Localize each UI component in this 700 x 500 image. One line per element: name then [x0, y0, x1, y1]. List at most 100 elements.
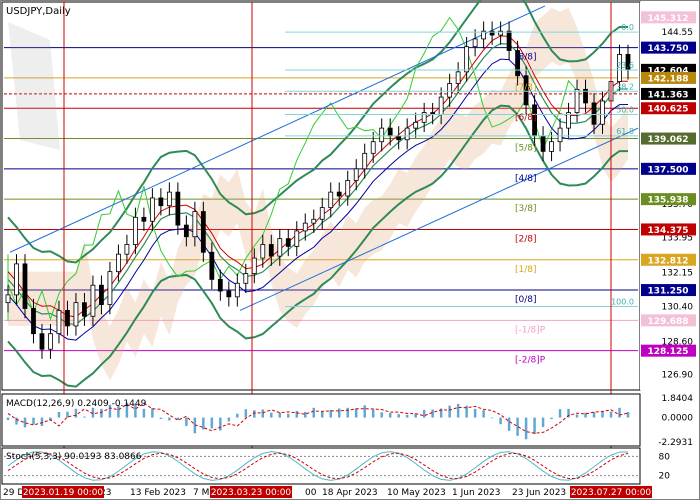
murrey-label-3: [5/8] — [515, 144, 537, 154]
price-tick-4: 133.95 — [662, 234, 694, 244]
candle-body-15 — [132, 216, 138, 245]
macd-tick-2: -2.2931 — [658, 438, 693, 448]
murrey-levels-group — [4, 47, 638, 352]
price-tag-bg-0 — [641, 11, 696, 24]
price-tag-5: 140.625 — [648, 105, 689, 115]
price-tag-bg-1 — [641, 41, 696, 54]
price-tag-11: 131.250 — [648, 287, 689, 297]
murrey-label-2: [6/8] — [515, 113, 537, 123]
candle-body-1 — [14, 263, 19, 296]
candle-body-8 — [73, 302, 79, 327]
macd-axis: 1.8404 0.0000 -2.2931 — [658, 394, 693, 448]
cloud-area-grey — [8, 22, 60, 150]
macd-signal-line — [7, 402, 629, 434]
price-tag-8: 135.938 — [648, 196, 689, 206]
candle-body-28 — [243, 273, 249, 284]
time-partial-0: 23 — [100, 488, 111, 498]
candle-body-26 — [226, 290, 232, 298]
candle-body-59 — [506, 30, 512, 51]
price-tick-7: 128.60 — [662, 337, 694, 347]
price-tag-bg-10 — [641, 253, 696, 266]
fibo-levels-group: 0.0 23.6 38.2 50.0 61.8 100.0 — [285, 23, 638, 308]
candle-body-48 — [413, 121, 419, 129]
price-tag-bg-4 — [641, 87, 696, 100]
macd-tick-1: 0.0000 — [662, 414, 694, 424]
price-tag-4: 141.363 — [648, 90, 689, 100]
candle-body-40 — [345, 180, 351, 197]
candle-body-2 — [22, 263, 28, 309]
price-axis[interactable]: 144.55142.604137.50135.70133.95132.15130… — [640, 2, 698, 390]
price-tag-bg-11 — [641, 284, 696, 297]
candle-body-60 — [515, 50, 520, 77]
stoch-axis: 80 20 — [659, 452, 671, 481]
candle-body-0 — [5, 294, 11, 304]
price-tag-bg-5 — [641, 102, 696, 115]
price-tag-7: 137.500 — [648, 165, 689, 175]
murrey-label-5: [3/8] — [515, 204, 537, 214]
fibo-label-5: 100.0 — [611, 298, 634, 307]
price-tag-bg-3 — [641, 71, 696, 84]
candle-body-41 — [353, 168, 359, 181]
candle-body-63 — [540, 135, 546, 152]
candle-body-61 — [523, 75, 529, 106]
candle-body-9 — [82, 302, 87, 317]
stoch-label: Stoch(5,3,3) 90.0193 83.0866 — [6, 452, 142, 462]
candle-body-53 — [455, 71, 461, 84]
time-tick-4: 1 Jun 2023 — [452, 488, 500, 498]
band-upper — [7, 0, 629, 264]
candle-body-68 — [583, 88, 588, 104]
fibo-label-2: 38.2 — [616, 82, 634, 91]
candle-body-56 — [481, 30, 487, 40]
price-tick-8: 126.90 — [662, 370, 694, 380]
price-tag-3: 142.188 — [648, 74, 689, 84]
murrey-label-7: [1/8] — [515, 265, 537, 275]
time-partial-1: 7 M — [193, 488, 209, 498]
candle-body-37 — [319, 207, 325, 220]
chikou-line — [7, 16, 578, 321]
candle-body-23 — [200, 211, 206, 253]
macd-histogram — [6, 402, 630, 440]
time-highlight-2: 2023.07.27 00:00 — [571, 488, 652, 498]
murrey-label-4: [4/8] — [515, 174, 537, 184]
price-tick-0: 144.55 — [662, 28, 694, 38]
candle-body-44 — [379, 127, 385, 143]
price-tag-0: 145.312 — [648, 14, 689, 24]
price-pane-border — [1, 1, 641, 391]
stoch-main-line — [7, 451, 629, 481]
price-pane[interactable]: 0.0 23.6 38.2 50.0 61.8 100.0 USDJPY,Daily [8… — [1, 0, 641, 484]
candle-body-42 — [362, 152, 368, 170]
candle-body-51 — [438, 96, 444, 115]
price-tag-12: 129.688 — [648, 317, 689, 327]
price-tag-bg-12 — [641, 314, 696, 327]
price-tag-1: 143.750 — [648, 44, 689, 54]
stoch-pane[interactable]: Stoch(5,3,3) 90.0193 83.0866 — [1, 447, 641, 485]
candle-body-46 — [396, 135, 402, 141]
candle-body-21 — [183, 224, 189, 238]
candle-body-66 — [566, 112, 571, 129]
candle-body-5 — [48, 333, 53, 350]
candle-body-39 — [336, 191, 342, 197]
price-tag-bg-8 — [641, 193, 696, 206]
channel-upper — [9, 5, 546, 253]
ichimoku-cloud — [8, 7, 628, 381]
candle-body-16 — [141, 216, 147, 222]
candle-body-57 — [489, 30, 495, 36]
candle-body-45 — [387, 127, 393, 137]
candle-body-47 — [404, 127, 410, 141]
price-tick-6: 130.40 — [662, 303, 694, 313]
candle-body-35 — [302, 222, 308, 232]
time-highlight-1: 2023.03.23 00:00 — [211, 488, 292, 498]
time-tick-3: 10 May 2023 — [387, 488, 446, 498]
candle-body-29 — [251, 257, 257, 274]
chart-title: USDJPY,Daily — [6, 6, 71, 17]
price-tag-bg-6 — [641, 132, 696, 145]
stoch-tick-0: 80 — [659, 452, 671, 462]
price-tag-bg-13 — [641, 344, 696, 357]
candle-body-4 — [39, 333, 45, 350]
macd-pane[interactable]: MACD(12,26,9) 0.2409 -0.1449 — [1, 393, 641, 447]
candle-body-11 — [99, 284, 104, 306]
macd-label: MACD(12,26,9) 0.2409 -0.1449 — [6, 399, 147, 409]
price-tag-2: 142.604 — [648, 66, 689, 76]
candle-body-36 — [311, 218, 317, 224]
